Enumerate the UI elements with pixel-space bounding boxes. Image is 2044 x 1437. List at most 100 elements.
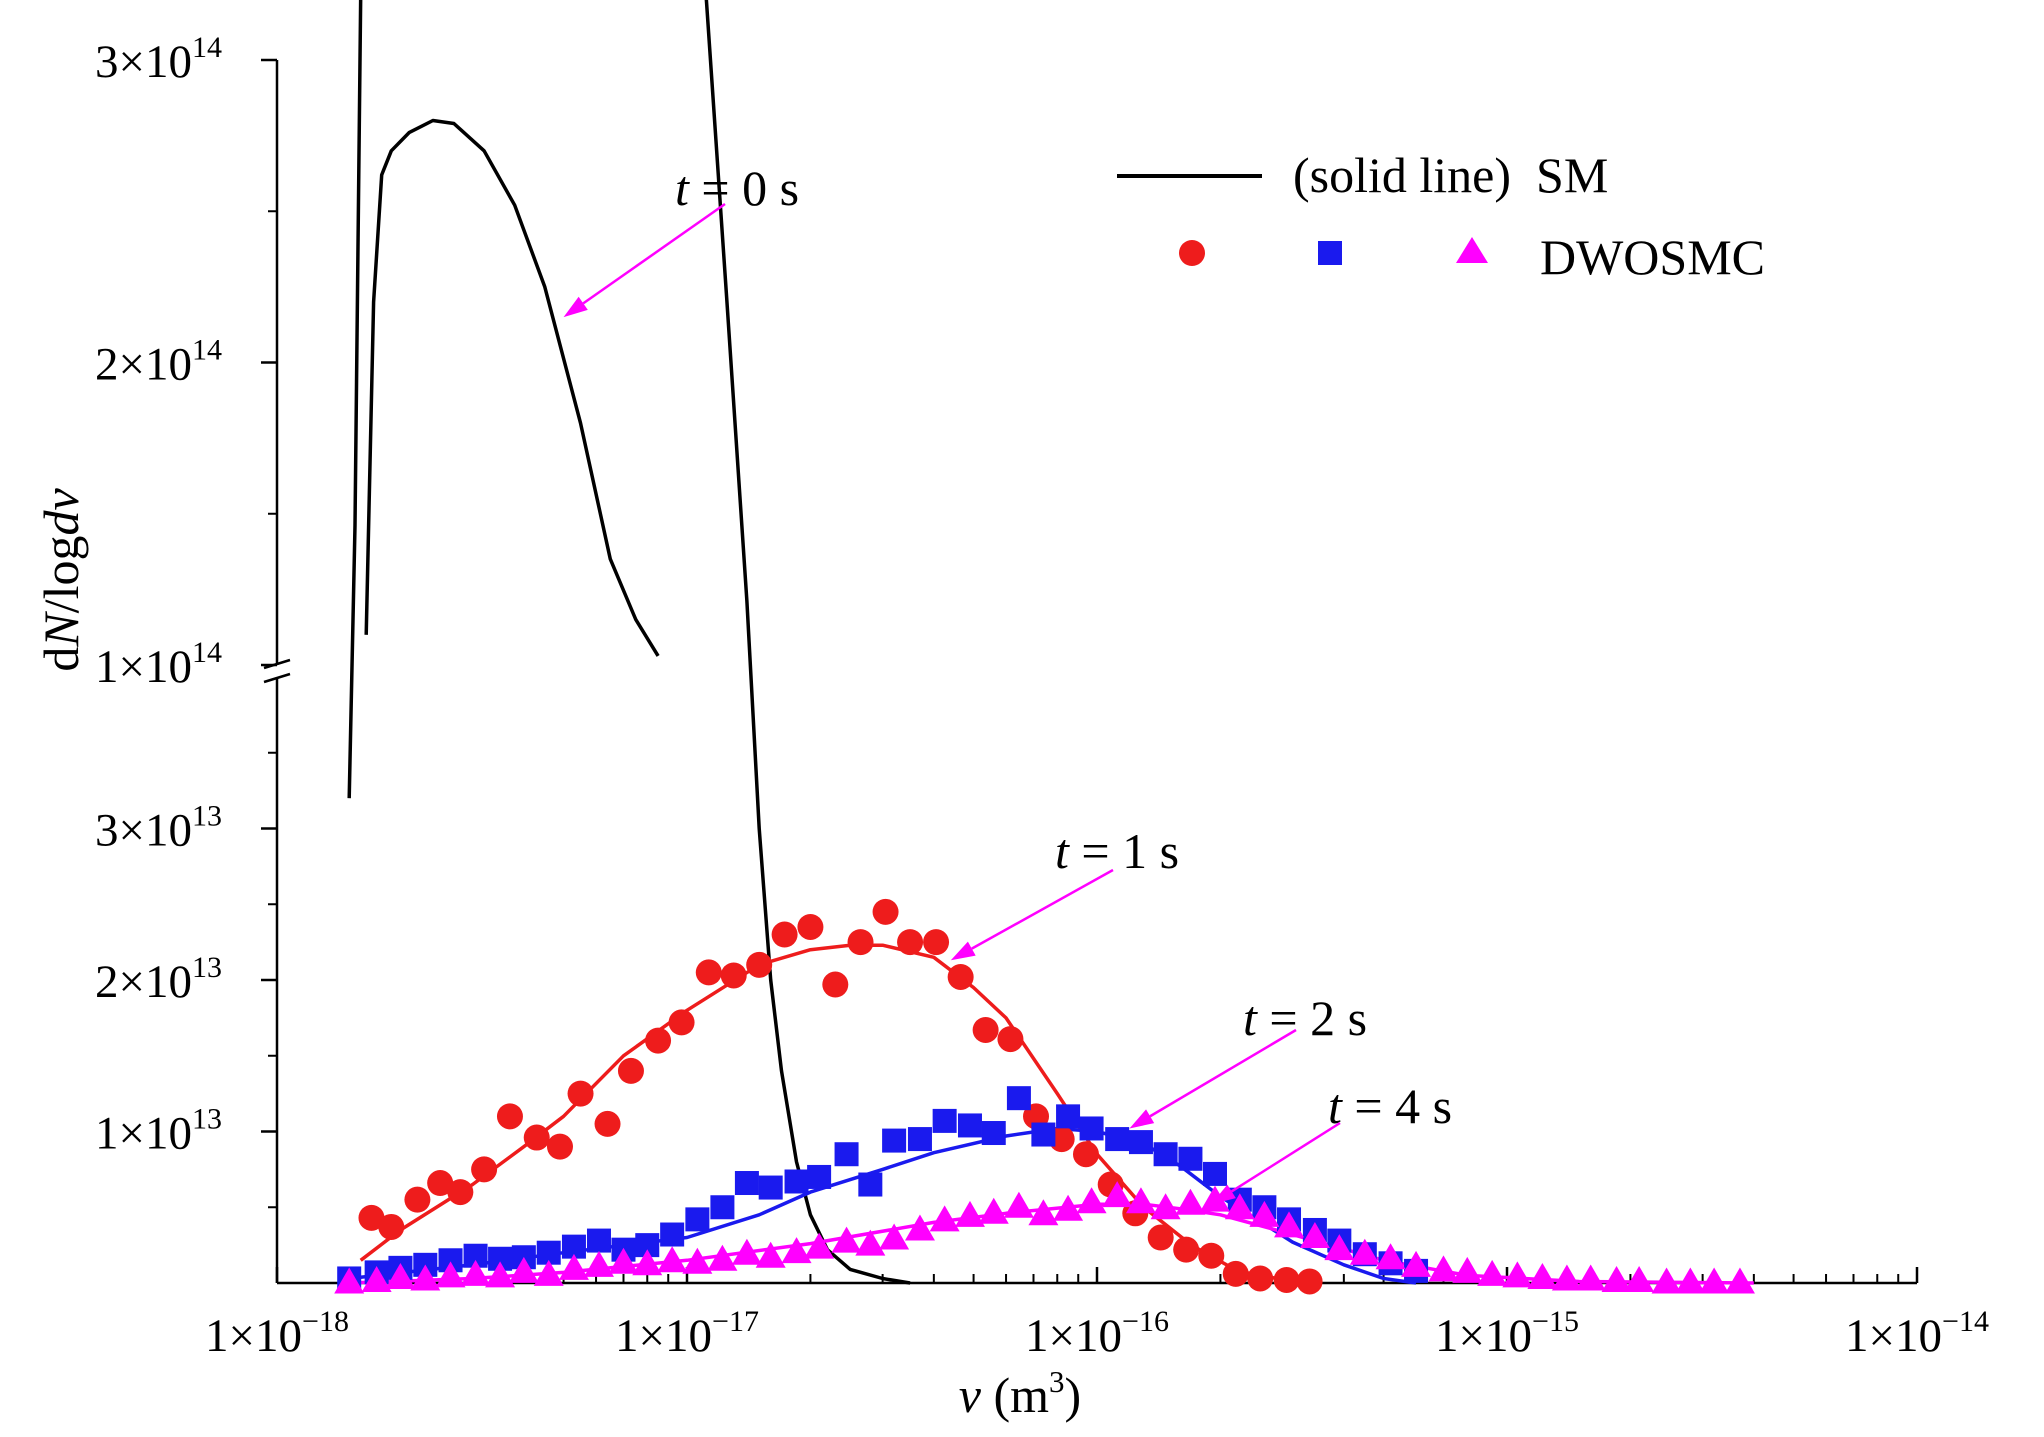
marker-square [1178, 1146, 1203, 1171]
marker-triangle [1527, 1262, 1558, 1289]
marker-triangle [682, 1247, 713, 1274]
marker-triangle [1477, 1259, 1508, 1286]
marker-triangle [1601, 1265, 1632, 1292]
marker-triangle [1003, 1191, 1034, 1218]
marker-triangle [558, 1253, 589, 1280]
x-axis-label: v (m3) [959, 1364, 1081, 1423]
marker-square [734, 1171, 759, 1196]
marker-triangle [1651, 1267, 1682, 1294]
y-tick-label: 1×1014 [95, 636, 222, 693]
time-label: t = 0 s [675, 160, 799, 216]
annotation-arrow [971, 868, 1114, 950]
marker-triangle [1224, 1193, 1255, 1220]
marker-circle [771, 921, 798, 948]
marker-triangle [1324, 1234, 1355, 1261]
marker-triangle [410, 1264, 441, 1291]
marker-circle [567, 1080, 594, 1107]
marker-triangle [533, 1259, 564, 1286]
legend-square-marker [1318, 241, 1342, 265]
marker-triangle [1452, 1256, 1483, 1283]
marker-triangle [361, 1265, 392, 1292]
marker-circle [617, 1057, 644, 1084]
axis-ticks [261, 58, 1919, 1283]
marker-triangle [954, 1200, 985, 1227]
legend-circle-marker [1179, 240, 1205, 266]
y-axis-label: dN/logdv [33, 488, 89, 672]
marker-triangle [334, 1267, 365, 1294]
marker-triangle [755, 1241, 786, 1268]
x-tick-label: 1×10−18 [205, 1305, 349, 1362]
marker-circle [546, 1133, 573, 1160]
annotation-arrow [1149, 1028, 1297, 1118]
marker-triangle [608, 1247, 639, 1274]
marker-triangle [1375, 1243, 1406, 1270]
marker-triangle [1102, 1181, 1133, 1208]
marker-triangle [583, 1250, 614, 1277]
annotation-arrowhead [563, 296, 588, 318]
marker-triangle [731, 1238, 762, 1265]
marker-circle [1247, 1265, 1274, 1292]
marker-circle [1198, 1242, 1225, 1269]
marker-circle [378, 1213, 405, 1240]
marker-triangle [707, 1244, 738, 1271]
marker-circle [404, 1186, 431, 1213]
marker-triangle [1624, 1265, 1655, 1292]
marker-square [834, 1142, 859, 1167]
marker-triangle [904, 1214, 935, 1241]
marker-triangle [657, 1246, 688, 1273]
annotation-arrowhead [950, 941, 976, 961]
marker-circle [897, 929, 924, 956]
marker-square [685, 1207, 710, 1232]
marker-triangle [1076, 1187, 1107, 1214]
y-tick-label: 3×1014 [95, 31, 222, 88]
annotation-arrowhead [1129, 1109, 1155, 1129]
legend-triangle-marker [1456, 237, 1488, 263]
x-tick-label: 1×10−14 [1845, 1305, 1989, 1362]
marker-triangle [781, 1237, 812, 1264]
marker-square [807, 1164, 832, 1189]
marker-square [758, 1175, 783, 1200]
marker-square [1202, 1161, 1227, 1186]
marker-triangle [879, 1223, 910, 1250]
marker-circle [972, 1016, 999, 1043]
marker-square [981, 1121, 1006, 1146]
marker-square [710, 1195, 735, 1220]
marker-triangle [855, 1229, 886, 1256]
marker-circle [594, 1110, 621, 1137]
sm-curve [347, 0, 363, 799]
marker-square [1056, 1104, 1081, 1129]
marker-circle [1222, 1260, 1249, 1287]
marker-triangle [1724, 1267, 1755, 1294]
marker-triangle [1299, 1222, 1330, 1249]
marker-circle [872, 898, 899, 925]
axis-break-symbol [263, 658, 291, 684]
marker-triangle [460, 1259, 491, 1286]
marker-triangle [508, 1256, 539, 1283]
marker-triangle [929, 1205, 960, 1232]
marker-square [932, 1108, 957, 1133]
marker-circle [997, 1026, 1024, 1053]
x-tick-label: 1×10−17 [615, 1305, 759, 1362]
annotation-arrow [582, 202, 726, 305]
marker-circle [427, 1170, 454, 1197]
sm-curve [704, 0, 911, 1285]
marker-triangle [1150, 1193, 1181, 1220]
marker-triangle [1249, 1200, 1280, 1227]
time-label: t = 4 s [1328, 1078, 1452, 1134]
marker-triangle [1575, 1264, 1606, 1291]
dwosmc-markers [334, 898, 1755, 1295]
marker-triangle [1053, 1194, 1084, 1221]
marker-square [586, 1228, 611, 1253]
y-tick-label: 3×1013 [95, 800, 222, 857]
legend: (solid line) SM DWOSMC [1117, 147, 1765, 285]
time-annotations: t = 0 s t = 1 s t = 2 s t = 4 s [563, 160, 1452, 1205]
marker-triangle [1551, 1264, 1582, 1291]
axis-tick-labels: 1×10−18 1×10−17 1×10−16 1×10−15 1×10−14 1×101… [95, 31, 1989, 1362]
marker-square [488, 1246, 513, 1271]
marker-circle [746, 951, 773, 978]
marker-square [858, 1172, 883, 1197]
y-tick-label: 2×1014 [95, 334, 222, 391]
marker-triangle [978, 1197, 1009, 1224]
sm-curve [364, 118, 660, 657]
